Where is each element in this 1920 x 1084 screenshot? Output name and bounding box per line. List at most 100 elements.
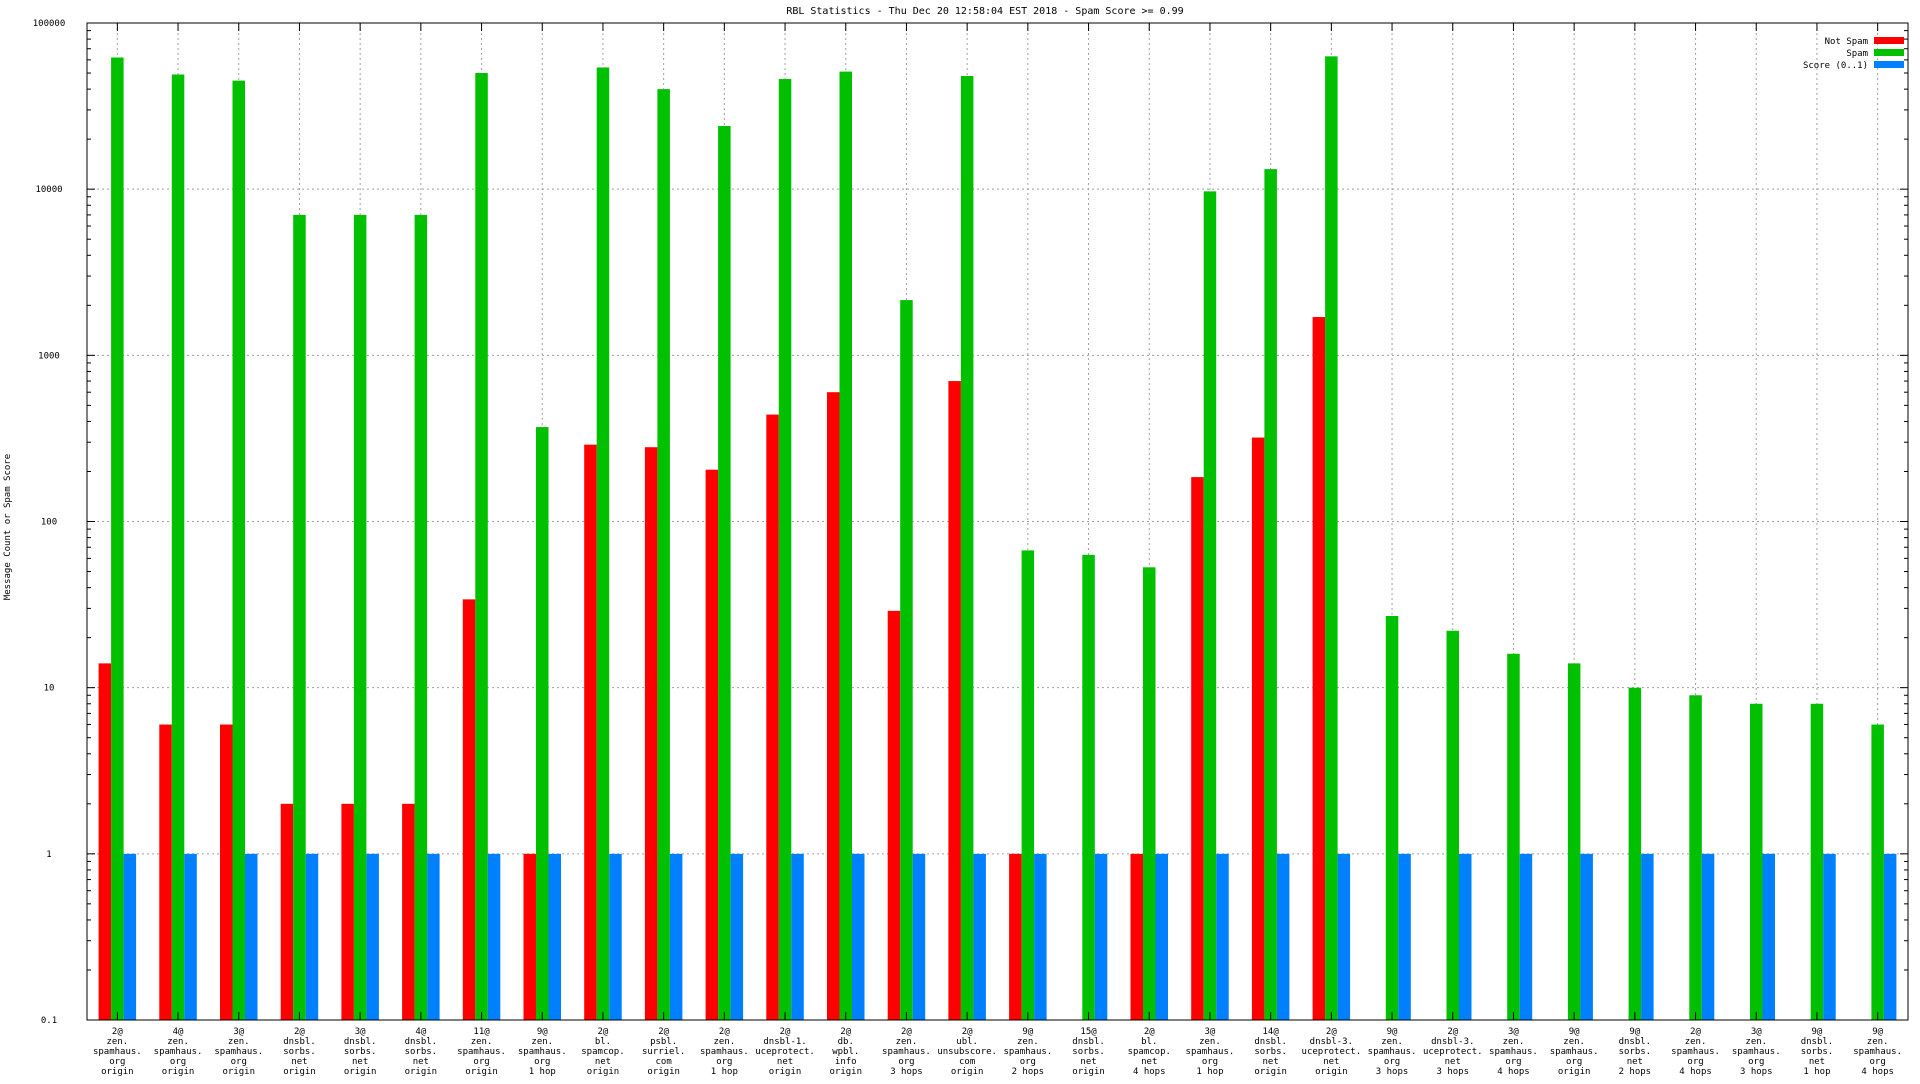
x-category-label: 9@ zen. spamhaus. org 4 hops — [1853, 1027, 1902, 1077]
y-tick-label: 0.1 — [41, 1016, 57, 1026]
bar-spam — [1871, 724, 1884, 1020]
x-category-label: 14@ dnsbl. sorbs. net origin — [1254, 1027, 1287, 1077]
bar-spam — [1082, 554, 1095, 1020]
bar-score-0-1 — [1701, 853, 1715, 1020]
bar-not-spam — [584, 444, 597, 1020]
bar-spam — [1567, 663, 1581, 1020]
bar-spam — [657, 89, 670, 1020]
x-category-label: 2@ dnsbl-3. uceprotect. net 3 hops — [1423, 1027, 1483, 1077]
x-category-label: 3@ zen. spamhaus. org origin — [214, 1027, 263, 1077]
bar-score-0-1 — [487, 853, 501, 1020]
bar-spam — [353, 214, 367, 1021]
x-category-label: 2@ dnsbl-3. uceprotect. net origin — [1302, 1027, 1362, 1077]
bar-not-spam — [766, 414, 779, 1021]
bar-score-0-1 — [1155, 853, 1168, 1020]
bar-not-spam — [1191, 477, 1204, 1020]
legend: Not Spam Spam Score (0..1) — [1803, 37, 1904, 71]
bar-not-spam — [523, 853, 536, 1020]
bar-spam — [1264, 169, 1277, 1021]
bar-spam — [111, 57, 124, 1021]
x-category-label: 4@ zen. spamhaus. org origin — [154, 1027, 203, 1077]
bar-score-0-1 — [1216, 853, 1229, 1020]
bar-spam — [171, 74, 185, 1021]
bar-score-0-1 — [973, 853, 986, 1020]
bar-score-0-1 — [1883, 853, 1897, 1020]
x-category-label: 9@ zen. spamhaus. org origin — [1550, 1027, 1599, 1077]
x-category-label: 9@ zen. spamhaus. org 1 hop — [518, 1027, 567, 1077]
bar-score-0-1 — [852, 853, 865, 1020]
y-axis-ticks: 0.1 1 10 100 1000 10000 100000 — [33, 19, 66, 1026]
y-tick-label: 1 — [46, 850, 51, 860]
y-tick-label: 10 — [44, 684, 55, 694]
bar-score-0-1 — [791, 853, 804, 1020]
bar-spam — [1689, 695, 1702, 1020]
bar-score-0-1 — [548, 853, 561, 1020]
bar-not-spam — [1251, 437, 1265, 1020]
bar-not-spam — [341, 803, 354, 1020]
bar-not-spam — [948, 381, 961, 1020]
bar-spam — [1750, 703, 1763, 1020]
bar-not-spam — [887, 610, 901, 1020]
plot-frame — [86, 22, 1909, 1021]
x-category-label: 2@ zen. spamhaus. org 4 hops — [1671, 1027, 1720, 1077]
bar-spam — [718, 125, 731, 1021]
bar-score-0-1 — [669, 853, 683, 1020]
bar-not-spam — [220, 724, 233, 1020]
bar-spam — [839, 71, 852, 1020]
x-category-label: 3@ zen. spamhaus. org 1 hop — [1186, 1027, 1235, 1077]
x-category-label: 9@ zen. spamhaus. org 2 hops — [1003, 1027, 1052, 1077]
bar-spam — [1810, 703, 1824, 1020]
bar-spam — [1325, 56, 1338, 1021]
x-category-label: 9@ dnsbl. sorbs. net 2 hops — [1619, 1027, 1652, 1077]
bar-score-0-1 — [184, 853, 197, 1020]
x-category-label: 3@ zen. spamhaus. org 3 hops — [1732, 1027, 1781, 1077]
x-category-label: 2@ dnsbl-1. uceprotect. net origin — [755, 1027, 815, 1077]
x-category-label: 3@ dnsbl. sorbs. net origin — [344, 1027, 377, 1077]
bar-score-0-1 — [1276, 853, 1290, 1020]
legend-swatch — [1874, 49, 1904, 56]
bar-spam — [536, 427, 549, 1020]
bar-spam — [778, 79, 792, 1021]
bar-score-0-1 — [1580, 853, 1593, 1020]
bar-score-0-1 — [609, 853, 622, 1020]
bar-not-spam — [98, 663, 112, 1020]
bar-score-0-1 — [912, 853, 926, 1020]
bar-score-0-1 — [1823, 853, 1836, 1020]
bar-score-0-1 — [1641, 853, 1654, 1020]
x-category-label: 2@ ubl. unsubscore. com origin — [937, 1027, 997, 1077]
bar-score-0-1 — [123, 853, 137, 1020]
bar-score-0-1 — [1337, 853, 1351, 1020]
bar-spam — [596, 67, 610, 1021]
x-category-label: 2@ psbl. surriel. com origin — [642, 1027, 685, 1077]
y-tick-label: 10000 — [35, 185, 62, 195]
x-category-label: 2@ zen. spamhaus. org origin — [93, 1027, 142, 1077]
bar-not-spam — [644, 447, 658, 1020]
bars — [98, 56, 1897, 1021]
bar-spam — [1507, 653, 1520, 1020]
bar-spam — [960, 75, 974, 1020]
y-axis-title: Message Count or Spam Score — [3, 454, 13, 600]
bar-score-0-1 — [1762, 853, 1775, 1020]
x-category-label: 9@ zen. spamhaus. org 3 hops — [1368, 1027, 1417, 1077]
bar-spam — [1203, 191, 1217, 1021]
x-category-label: 2@ zen. spamhaus. org 1 hop — [700, 1027, 749, 1077]
bar-spam — [232, 80, 245, 1021]
bar-score-0-1 — [1034, 853, 1047, 1020]
x-category-label: 2@ zen. spamhaus. org 3 hops — [882, 1027, 931, 1077]
bar-not-spam — [280, 803, 294, 1020]
bar-spam — [1385, 615, 1399, 1020]
legend-swatch — [1874, 37, 1904, 44]
x-category-label: 15@ dnsbl. sorbs. net origin — [1072, 1027, 1105, 1077]
legend-label: Spam — [1846, 49, 1868, 59]
bar-spam — [1446, 630, 1459, 1020]
bar-score-0-1 — [427, 853, 440, 1020]
y-tick-label: 100000 — [33, 19, 66, 29]
bar-score-0-1 — [245, 853, 258, 1020]
bar-score-0-1 — [1459, 853, 1472, 1020]
bar-score-0-1 — [305, 853, 319, 1020]
bar-not-spam — [827, 392, 840, 1020]
bar-spam — [1143, 567, 1156, 1020]
x-category-label: 4@ dnsbl. sorbs. net origin — [405, 1027, 438, 1077]
